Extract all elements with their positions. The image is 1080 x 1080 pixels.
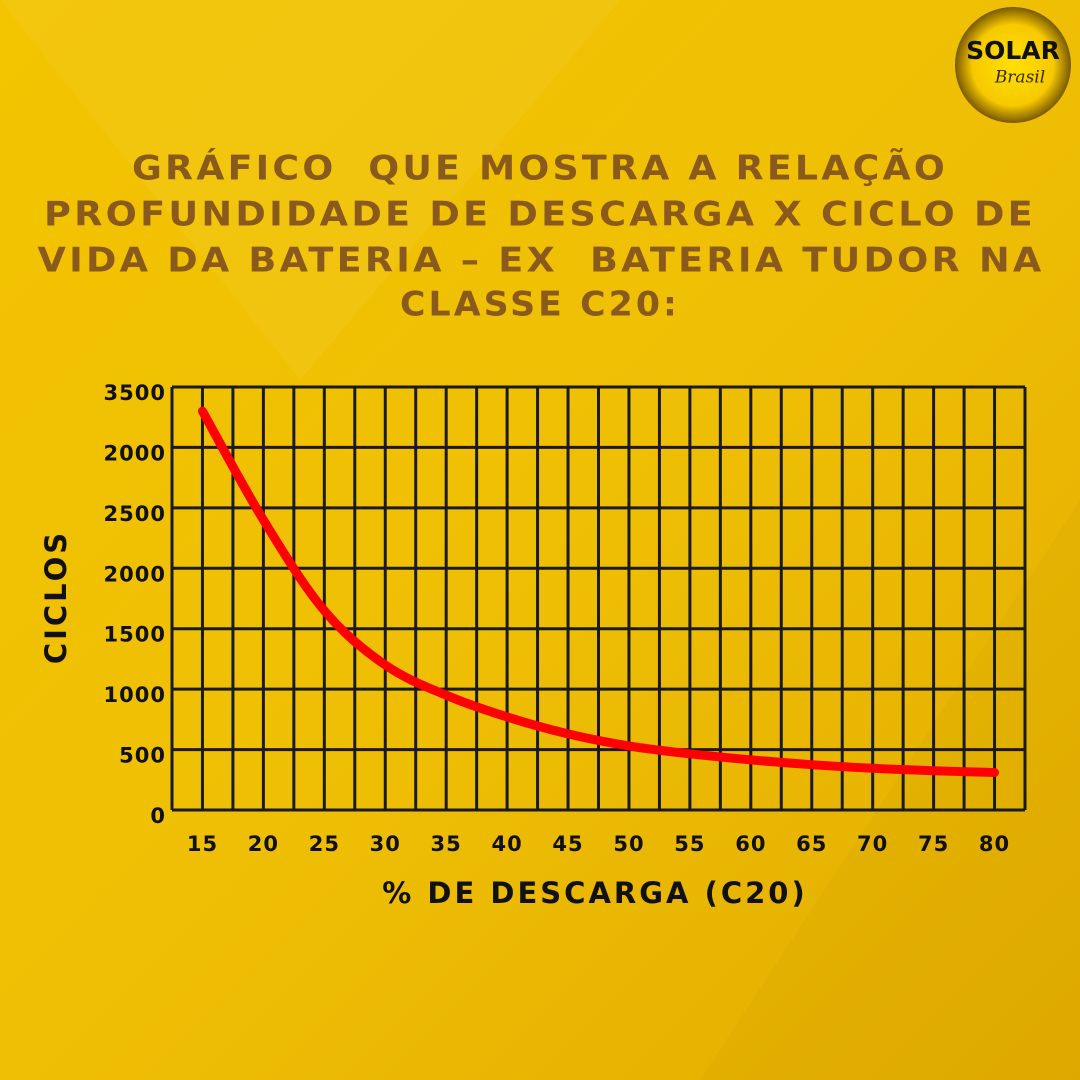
x-tick-label: 75 [918,832,949,856]
y-tick-label: 1000 [104,683,166,707]
x-tick-label: 45 [552,832,583,856]
x-tick-label: 55 [674,832,705,856]
logo: SOLAR Brasil [955,7,1071,123]
y-tick-label: 500 [119,744,166,768]
x-tick-label: 60 [735,832,766,856]
y-tick-label: 2000 [104,441,166,465]
y-axis-label: CICLOS [39,530,73,664]
x-tick-label: 35 [431,832,462,856]
bg-shape [700,500,1080,1080]
x-tick-label: 80 [979,832,1010,856]
title-line: VIDA DA BATERIA – EX BATERIA TUDOR NA [38,241,1045,281]
y-tick-label: 0 [150,804,166,828]
x-tick-label: 65 [796,832,827,856]
title-line: GRÁFICO QUE MOSTRA A RELAÇÃO [132,148,948,189]
title-line: CLASSE C20: [400,285,680,325]
logo-subtext: Brasil [994,68,1045,88]
x-tick-label: 40 [491,832,522,856]
x-tick-label: 25 [309,832,340,856]
x-tick-label: 15 [187,832,218,856]
logo-sun [955,7,1071,123]
y-tick-label: 2000 [104,562,166,586]
x-tick-label: 20 [248,832,279,856]
x-tick-label: 70 [857,832,888,856]
x-tick-label: 30 [370,832,401,856]
data-line [197,406,1000,778]
x-tick-label: 50 [613,832,644,856]
x-axis-label: % DE DESCARGA (C20) [382,876,807,910]
y-tick-label: 3500 [104,381,166,405]
bg-shape [0,0,620,380]
y-tick-label: 1500 [104,623,166,647]
logo-text: SOLAR [966,36,1060,65]
y-tick-label: 2500 [104,502,166,526]
title-line: PROFUNDIDADE DE DESCARGA X CICLO DE [44,195,1036,235]
